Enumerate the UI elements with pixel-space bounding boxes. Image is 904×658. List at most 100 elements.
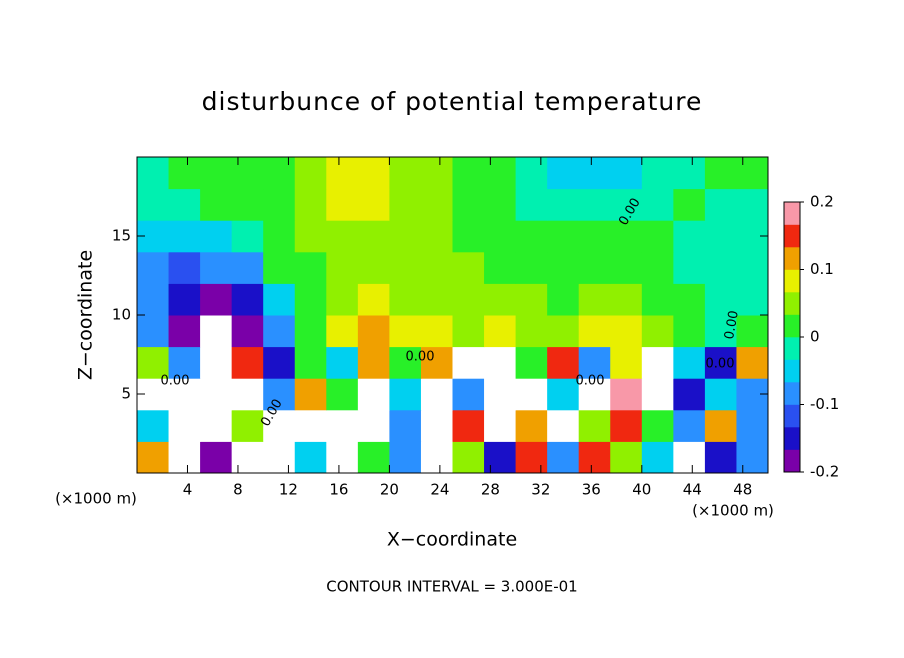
colorbar-band: [784, 404, 800, 428]
colorbar-band: [784, 269, 800, 293]
heat-cell: [484, 441, 517, 473]
heat-cell: [389, 315, 422, 348]
heat-cell: [389, 409, 422, 442]
heat-cell: [673, 409, 706, 442]
heat-cell: [137, 346, 170, 379]
heatmap: [137, 157, 768, 473]
heat-cell: [168, 346, 201, 379]
y-axis-label: Z−coordinate: [75, 250, 97, 380]
heat-cell: [641, 346, 674, 379]
heat-cell: [641, 251, 674, 284]
heat-cell: [231, 188, 264, 221]
colorbar-band: [784, 427, 800, 450]
heat-cell: [704, 409, 737, 442]
heat-cell: [673, 220, 706, 253]
heat-cell: [294, 346, 327, 379]
heat-cell: [420, 346, 453, 379]
heat-cell: [389, 188, 422, 221]
heat-cell: [452, 220, 485, 253]
heat-cell: [736, 188, 768, 221]
heat-cell: [357, 157, 390, 190]
x-tick-label: 8: [233, 481, 243, 499]
heat-cell: [294, 441, 327, 473]
heat-cell: [326, 441, 359, 473]
heat-cell: [357, 409, 390, 442]
colorbar-band: [784, 202, 800, 225]
heat-cell: [547, 409, 580, 442]
colorbar-tick-label: 0: [810, 328, 820, 346]
heat-cell: [641, 157, 674, 190]
heat-cell: [736, 409, 768, 442]
contour-label: 0.00: [706, 357, 735, 372]
heat-cell: [137, 409, 170, 442]
heat-cell: [420, 188, 453, 221]
contour-label: 0.00: [722, 309, 742, 340]
heat-cell: [231, 315, 264, 348]
heat-cell: [420, 220, 453, 253]
heat-cell: [263, 346, 296, 379]
heat-cell: [515, 188, 548, 221]
heat-cell: [231, 283, 264, 316]
heat-cell: [515, 378, 548, 411]
heat-cell: [704, 315, 737, 348]
heat-cell: [263, 315, 296, 348]
heat-cell: [641, 441, 674, 473]
heat-cell: [736, 346, 768, 379]
heat-cell: [484, 188, 517, 221]
colorbar-band: [784, 247, 800, 270]
heat-cell: [357, 220, 390, 253]
heat-cell: [547, 283, 580, 316]
heat-cell: [452, 157, 485, 190]
heat-cell: [610, 378, 643, 411]
heat-cell: [263, 220, 296, 253]
heat-cell: [200, 283, 233, 316]
heat-cell: [578, 283, 611, 316]
heat-cell: [736, 315, 768, 348]
heat-cell: [610, 283, 643, 316]
heat-cell: [168, 157, 201, 190]
heat-cell: [137, 251, 170, 284]
heat-cell: [578, 378, 611, 411]
heat-cell: [168, 315, 201, 348]
heat-cell: [484, 251, 517, 284]
heat-cell: [389, 220, 422, 253]
x-tick-label: 32: [531, 481, 550, 499]
heat-cell: [641, 188, 674, 221]
heat-cell: [704, 441, 737, 473]
x-axis-label: X−coordinate: [387, 529, 517, 551]
heat-cell: [137, 283, 170, 316]
heat-cell: [357, 251, 390, 284]
heat-cell: [736, 441, 768, 473]
heat-cell: [452, 441, 485, 473]
heat-cell: [420, 378, 453, 411]
heat-cell: [704, 283, 737, 316]
heat-cell: [641, 378, 674, 411]
heat-cell: [137, 188, 170, 221]
heat-cell: [484, 346, 517, 379]
heat-cell: [673, 283, 706, 316]
heat-cell: [168, 251, 201, 284]
heat-cell: [704, 251, 737, 284]
heat-cell: [547, 378, 580, 411]
heat-cell: [673, 251, 706, 284]
heat-cell: [452, 283, 485, 316]
heat-cell: [578, 315, 611, 348]
heat-cell: [326, 346, 359, 379]
y-tick-label: 15: [112, 227, 131, 245]
heat-cell: [389, 346, 422, 379]
heat-cell: [452, 378, 485, 411]
heat-cell: [420, 251, 453, 284]
heat-cell: [294, 315, 327, 348]
heat-cell: [168, 378, 201, 411]
x-tick-label: 40: [632, 481, 651, 499]
heat-cell: [547, 346, 580, 379]
heat-cell: [452, 346, 485, 379]
heat-cell: [641, 220, 674, 253]
heat-cell: [389, 378, 422, 411]
colorbar-tick-label: -0.2: [810, 463, 839, 481]
heat-cell: [515, 409, 548, 442]
heat-cell: [641, 315, 674, 348]
heat-cell: [263, 441, 296, 473]
heat-cell: [547, 220, 580, 253]
